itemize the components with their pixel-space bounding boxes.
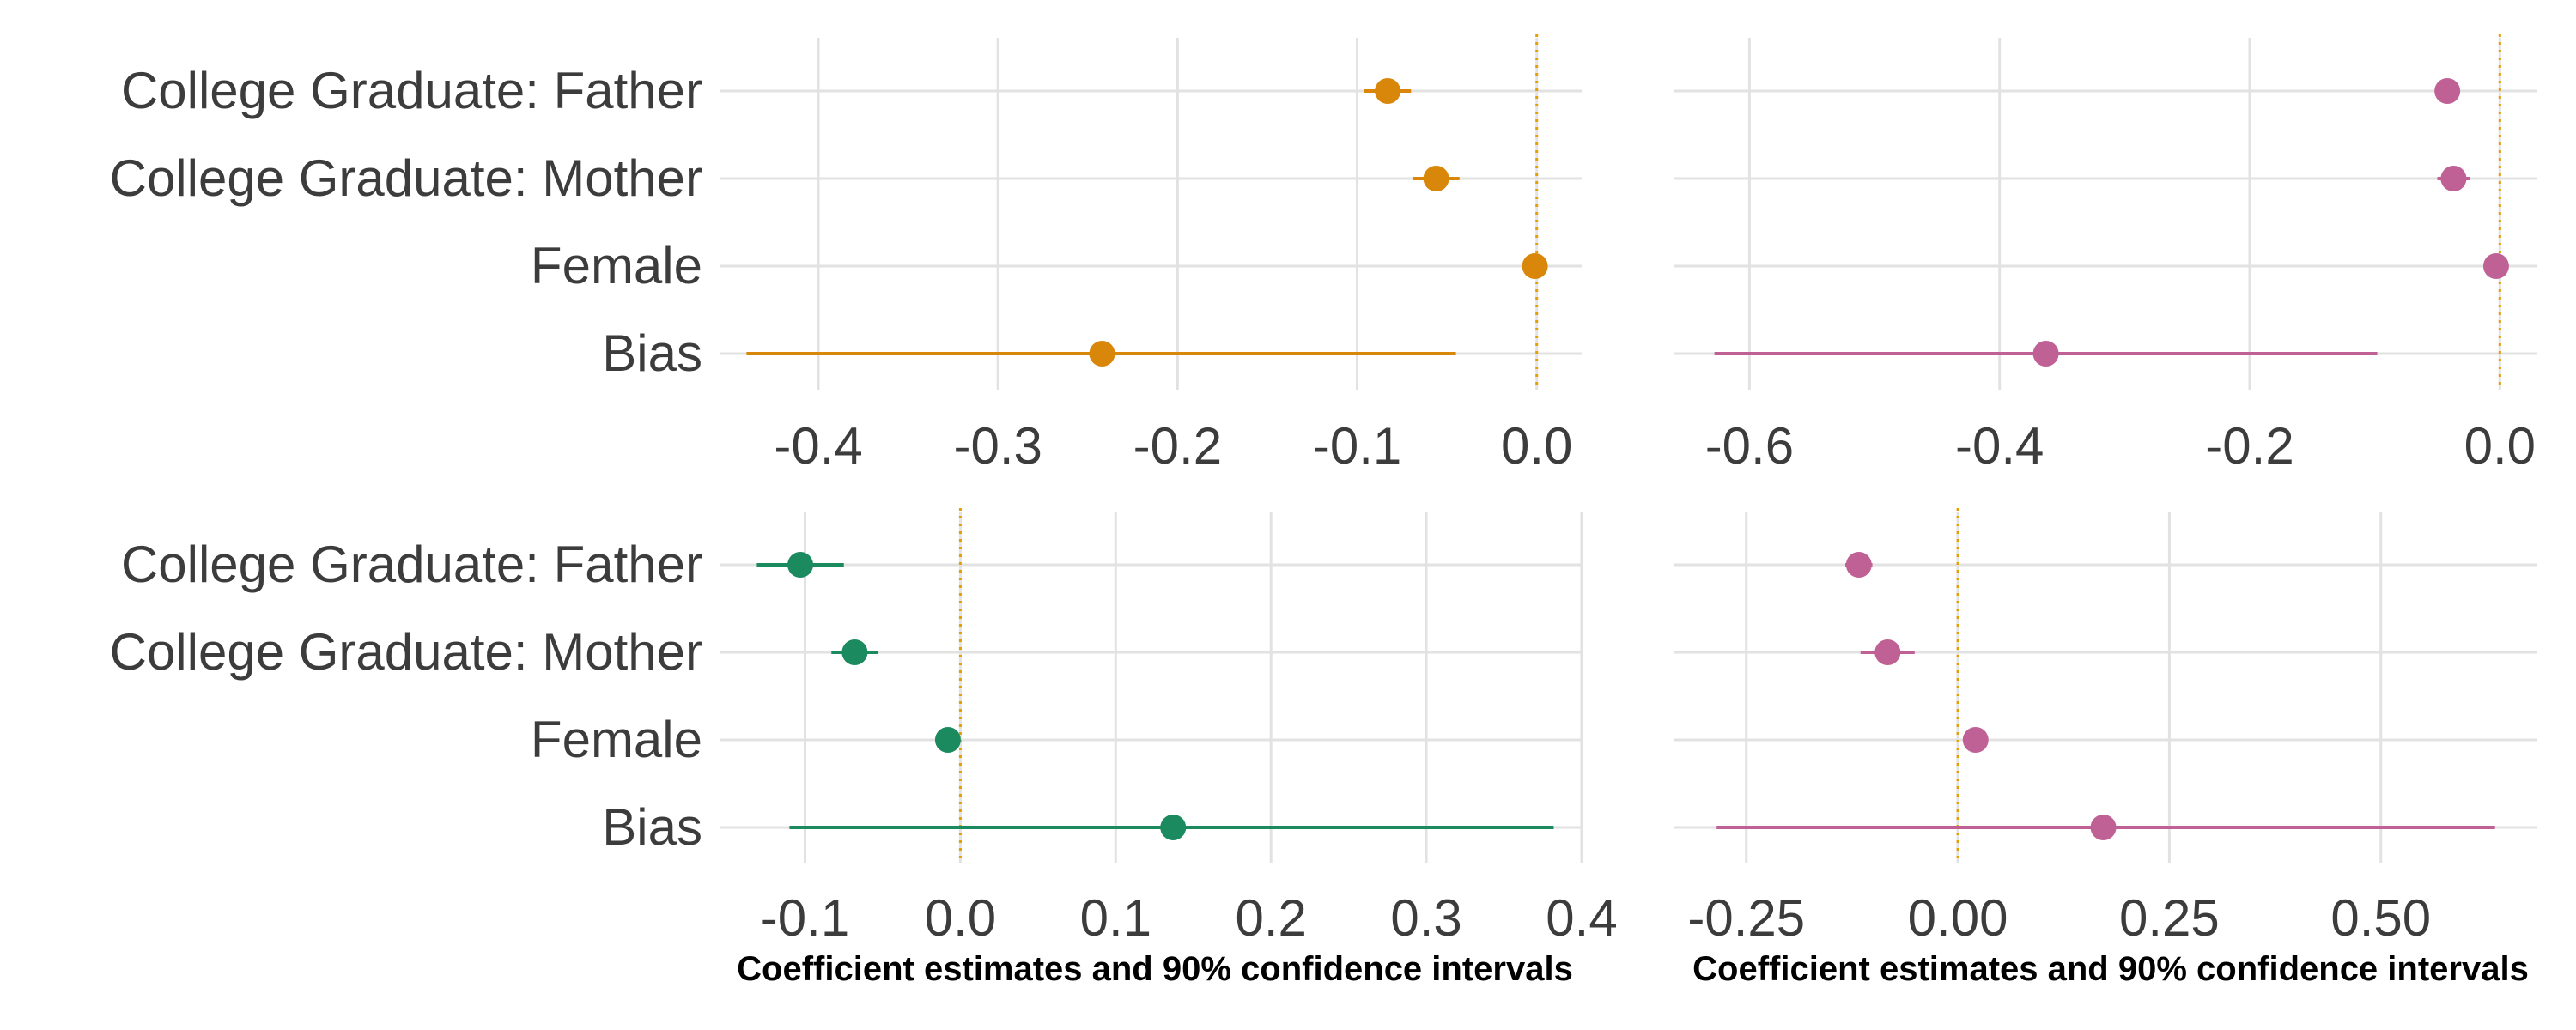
point-estimate	[1962, 727, 1989, 753]
category-label: College Graduate: Father	[121, 536, 702, 593]
point-estimate	[2032, 341, 2059, 367]
point-estimate	[1874, 639, 1901, 665]
category-label: College Graduate: Father	[121, 62, 702, 119]
x-tick-label: 0.2	[1235, 889, 1306, 947]
x-tick-label: -0.1	[761, 889, 849, 947]
x-tick-label: -0.2	[2205, 417, 2293, 475]
x-tick-label: 0.00	[1908, 889, 2008, 947]
x-tick-label: 0.25	[2119, 889, 2220, 947]
x-tick-label: -0.4	[1955, 417, 2044, 475]
point-estimate	[841, 639, 868, 665]
x-tick-label: -0.4	[774, 417, 862, 475]
point-estimate	[1089, 341, 1115, 367]
x-axis-title: Coefficient estimates and 90% confidence…	[1692, 950, 2529, 988]
point-estimate	[934, 727, 961, 753]
category-label: College Graduate: Mother	[110, 623, 702, 681]
x-axis-title: Coefficient estimates and 90% confidence…	[737, 950, 1573, 988]
panel-top-left: College Graduate: Father College Graduate…	[110, 34, 1582, 475]
panel-top-right: -0.6 -0.4 -0.2 0.0	[1674, 34, 2537, 475]
point-estimate	[1375, 78, 1401, 104]
category-label: Bias	[602, 324, 702, 382]
x-tick-label: 0.3	[1390, 889, 1461, 947]
x-tick-label: 0.0	[2464, 417, 2536, 475]
x-tick-label: 0.0	[925, 889, 996, 947]
point-estimate	[1423, 166, 1449, 191]
x-tick-label: -0.3	[954, 417, 1042, 475]
point-estimate	[2090, 815, 2117, 840]
point-estimate	[787, 552, 814, 578]
point-estimate	[2482, 253, 2509, 279]
category-label: Female	[531, 237, 702, 294]
point-estimate	[1522, 253, 1548, 279]
x-tick-label: 0.50	[2330, 889, 2431, 947]
point-estimate	[2440, 166, 2467, 191]
x-tick-label: -0.2	[1133, 417, 1222, 475]
category-label: Bias	[602, 798, 702, 856]
point-estimate	[1845, 552, 1872, 578]
x-tick-label: 0.1	[1080, 889, 1151, 947]
point-estimate	[1160, 815, 1187, 840]
x-tick-label: -0.6	[1705, 417, 1794, 475]
x-tick-label: -0.25	[1687, 889, 1805, 947]
x-tick-label: 0.0	[1501, 417, 1572, 475]
x-tick-label: -0.1	[1313, 417, 1401, 475]
category-label: Female	[531, 711, 702, 768]
x-tick-label: 0.4	[1546, 889, 1617, 947]
point-estimate	[2434, 78, 2461, 104]
category-label: College Graduate: Mother	[110, 149, 702, 207]
panel-bottom-left: College Graduate: Father College Graduate…	[110, 508, 1618, 988]
